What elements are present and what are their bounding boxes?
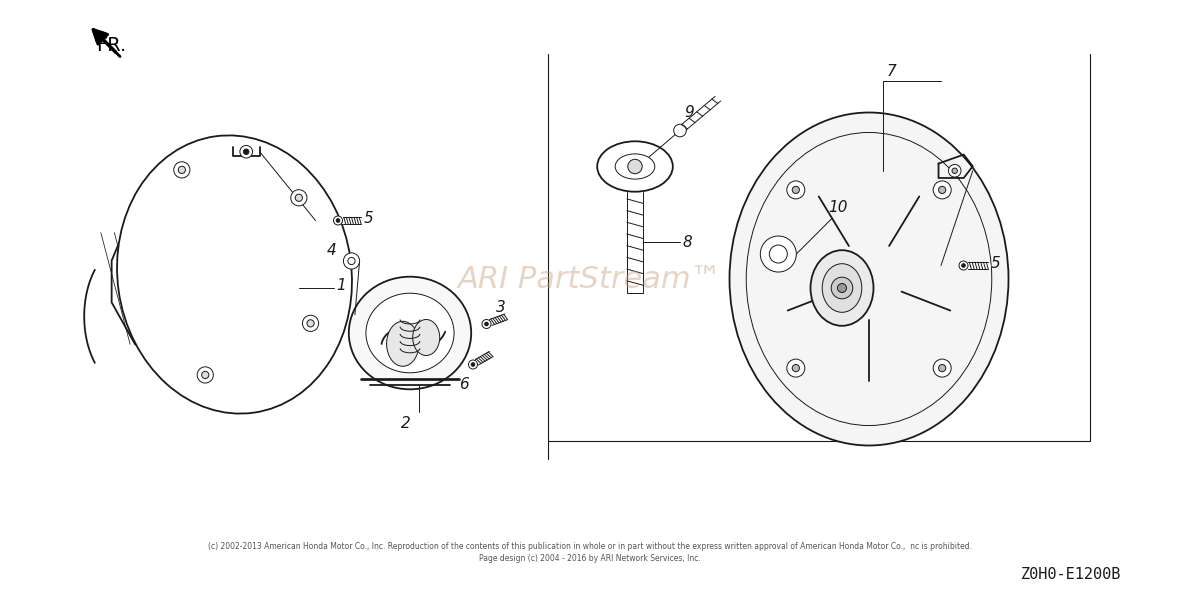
Text: (c) 2002-2013 American Honda Motor Co., Inc. Reproduction of the contents of thi: (c) 2002-2013 American Honda Motor Co., … [208,542,972,551]
Text: FR.: FR. [96,36,126,55]
Text: 10: 10 [828,200,847,215]
Ellipse shape [615,154,655,179]
Text: 9: 9 [684,105,694,120]
Text: 8: 8 [683,234,693,250]
Circle shape [307,320,314,327]
Circle shape [674,124,687,137]
Circle shape [197,367,214,383]
Circle shape [302,315,319,332]
Circle shape [792,365,799,372]
Circle shape [178,166,185,174]
Text: 5: 5 [363,211,373,226]
Circle shape [938,186,946,194]
Circle shape [485,322,489,326]
Circle shape [787,359,805,377]
Ellipse shape [366,293,454,373]
Ellipse shape [349,277,471,389]
Text: 2: 2 [401,415,411,431]
Circle shape [838,283,846,293]
Circle shape [949,164,961,177]
Circle shape [933,181,951,199]
Circle shape [787,181,805,199]
Text: ARI PartStream™: ARI PartStream™ [458,264,722,293]
Ellipse shape [117,135,352,413]
Circle shape [202,371,209,379]
Circle shape [471,363,474,366]
Circle shape [962,264,965,267]
Circle shape [792,186,799,194]
Text: 1: 1 [336,278,346,293]
Circle shape [760,236,797,272]
Circle shape [334,216,342,225]
Circle shape [938,365,946,372]
Text: Z0H0-E1200B: Z0H0-E1200B [1021,567,1121,582]
Circle shape [348,257,355,264]
Text: 6: 6 [459,377,470,392]
Text: 7: 7 [887,65,897,80]
Ellipse shape [387,322,419,366]
Text: 3: 3 [496,300,505,315]
Circle shape [343,253,360,269]
Circle shape [240,145,253,158]
Ellipse shape [729,112,1009,445]
Ellipse shape [413,319,440,356]
Circle shape [933,359,951,377]
Text: 5: 5 [990,256,1001,271]
Text: 4: 4 [327,243,336,258]
Circle shape [468,360,478,369]
Circle shape [336,219,340,222]
Circle shape [243,149,249,154]
Circle shape [295,194,302,201]
Circle shape [952,168,957,174]
Circle shape [959,261,968,270]
Circle shape [831,277,853,299]
Ellipse shape [822,264,861,312]
Ellipse shape [746,133,991,425]
Circle shape [290,190,307,206]
Text: Page design (c) 2004 - 2016 by ARI Network Services, Inc.: Page design (c) 2004 - 2016 by ARI Netwo… [479,554,701,563]
Ellipse shape [597,141,673,191]
Circle shape [481,319,491,329]
Circle shape [769,245,787,263]
Ellipse shape [155,174,323,375]
Circle shape [628,159,642,174]
Circle shape [173,162,190,178]
Ellipse shape [811,250,873,326]
